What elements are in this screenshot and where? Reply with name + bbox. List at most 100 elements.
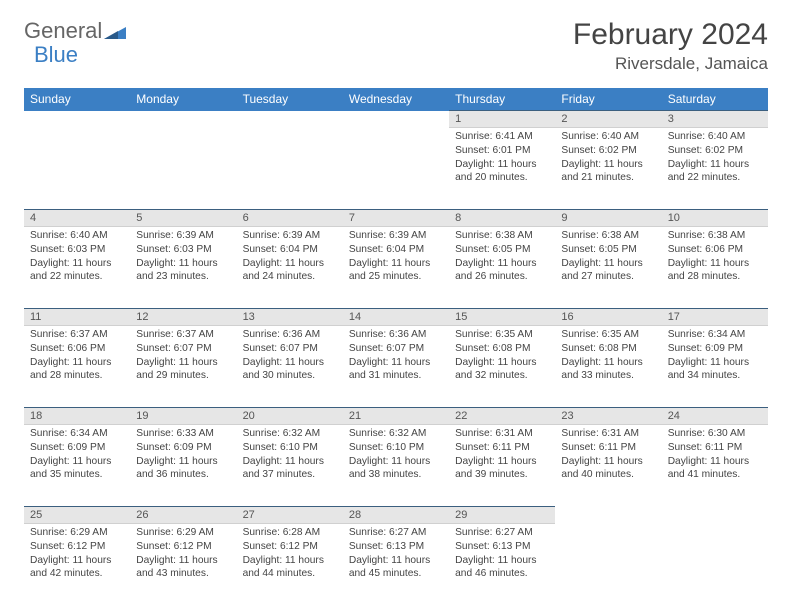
dayname-mon: Monday xyxy=(130,88,236,111)
day-number: 16 xyxy=(555,309,661,326)
daylight-line: Daylight: 11 hours and 20 minutes. xyxy=(455,159,536,184)
day-detail: Sunrise: 6:34 AMSunset: 6:09 PMDaylight:… xyxy=(24,425,130,507)
sunset-line: Sunset: 6:03 PM xyxy=(30,244,105,255)
empty-cell xyxy=(662,507,768,524)
day-number: 22 xyxy=(449,408,555,425)
sunrise-line: Sunrise: 6:34 AM xyxy=(668,329,746,340)
sunset-line: Sunset: 6:04 PM xyxy=(243,244,318,255)
sunset-line: Sunset: 6:09 PM xyxy=(30,442,105,453)
day-number: 29 xyxy=(449,507,555,524)
empty-cell xyxy=(555,507,661,524)
day-number: 27 xyxy=(237,507,343,524)
daylight-line: Daylight: 11 hours and 43 minutes. xyxy=(136,555,217,580)
daynum-row: 18192021222324 xyxy=(24,408,768,425)
day-number: 25 xyxy=(24,507,130,524)
daylight-line: Daylight: 11 hours and 35 minutes. xyxy=(30,456,111,481)
day-detail: Sunrise: 6:39 AMSunset: 6:04 PMDaylight:… xyxy=(343,227,449,309)
sunset-line: Sunset: 6:02 PM xyxy=(561,145,636,156)
sunrise-line: Sunrise: 6:29 AM xyxy=(30,527,108,538)
day-detail: Sunrise: 6:34 AMSunset: 6:09 PMDaylight:… xyxy=(662,326,768,408)
day-number: 17 xyxy=(662,309,768,326)
daynum-row: 2526272829 xyxy=(24,507,768,524)
day-detail: Sunrise: 6:27 AMSunset: 6:13 PMDaylight:… xyxy=(343,524,449,606)
day-detail: Sunrise: 6:39 AMSunset: 6:03 PMDaylight:… xyxy=(130,227,236,309)
empty-cell xyxy=(343,128,449,210)
day-detail: Sunrise: 6:33 AMSunset: 6:09 PMDaylight:… xyxy=(130,425,236,507)
daylight-line: Daylight: 11 hours and 24 minutes. xyxy=(243,258,324,283)
day-number: 6 xyxy=(237,210,343,227)
day-detail: Sunrise: 6:29 AMSunset: 6:12 PMDaylight:… xyxy=(24,524,130,606)
sunrise-line: Sunrise: 6:28 AM xyxy=(243,527,321,538)
title-block: February 2024 Riversdale, Jamaica xyxy=(573,18,768,74)
daynum-row: 45678910 xyxy=(24,210,768,227)
sunset-line: Sunset: 6:04 PM xyxy=(349,244,424,255)
daylight-line: Daylight: 11 hours and 28 minutes. xyxy=(30,357,111,382)
sunrise-line: Sunrise: 6:39 AM xyxy=(136,230,214,241)
sunrise-line: Sunrise: 6:40 AM xyxy=(561,131,639,142)
sunset-line: Sunset: 6:10 PM xyxy=(349,442,424,453)
day-number: 19 xyxy=(130,408,236,425)
sunrise-line: Sunrise: 6:35 AM xyxy=(455,329,533,340)
sunset-line: Sunset: 6:13 PM xyxy=(455,541,530,552)
day-number: 28 xyxy=(343,507,449,524)
sunrise-line: Sunrise: 6:27 AM xyxy=(455,527,533,538)
dayname-sun: Sunday xyxy=(24,88,130,111)
detail-row: Sunrise: 6:29 AM Sunset: 6:12 PM Daylight:… xyxy=(24,524,768,606)
sunrise-line: Sunrise: 6:29 AM xyxy=(136,527,214,538)
sunset-line: Sunset: 6:07 PM xyxy=(349,343,424,354)
sunset-line: Sunset: 6:12 PM xyxy=(243,541,318,552)
daylight-line: Daylight: 11 hours and 37 minutes. xyxy=(243,456,324,481)
sunrise-line: Sunrise: 6:30 AM xyxy=(668,428,746,439)
day-detail: Sunrise: 6:29 AM Sunset: 6:12 PM Daylight:… xyxy=(130,524,236,606)
daylight-line: Daylight: 11 hours and 41 minutes. xyxy=(668,456,749,481)
daylight-line: Daylight: 11 hours and 23 minutes. xyxy=(136,258,217,283)
sunset-line: Sunset: 6:06 PM xyxy=(668,244,743,255)
day-detail: Sunrise: 6:31 AMSunset: 6:11 PMDaylight:… xyxy=(555,425,661,507)
day-detail: Sunrise: 6:27 AM Sunset: 6:13 PM Daylight:… xyxy=(449,524,555,606)
day-number: 14 xyxy=(343,309,449,326)
sunrise-line: Sunrise: 6:36 AM xyxy=(349,329,427,340)
day-detail: Sunrise: 6:36 AMSunset: 6:07 PMDaylight:… xyxy=(237,326,343,408)
day-number: 4 xyxy=(24,210,130,227)
empty-cell xyxy=(24,128,130,210)
sunrise-line: Sunrise: 6:32 AM xyxy=(349,428,427,439)
day-number: 2 xyxy=(555,111,661,128)
dayname-fri: Friday xyxy=(555,88,661,111)
day-detail: Sunrise: 6:28 AM Sunset: 6:12 PM Daylight:… xyxy=(237,524,343,606)
sunrise-line: Sunrise: 6:38 AM xyxy=(561,230,639,241)
header: General February 2024 Riversdale, Jamaic… xyxy=(24,18,768,74)
sunset-line: Sunset: 6:12 PM xyxy=(136,541,211,552)
day-detail: Sunrise: 6:40 AMSunset: 6:02 PMDaylight:… xyxy=(662,128,768,210)
daylight-line: Daylight: 11 hours and 46 minutes. xyxy=(455,555,536,580)
empty-cell xyxy=(343,111,449,128)
daylight-line: Daylight: 11 hours and 44 minutes. xyxy=(243,555,324,580)
detail-row: Sunrise: 6:37 AMSunset: 6:06 PMDaylight:… xyxy=(24,326,768,408)
day-number: 23 xyxy=(555,408,661,425)
logo: General xyxy=(24,18,128,44)
daylight-line: Daylight: 11 hours and 42 minutes. xyxy=(30,555,111,580)
sunset-line: Sunset: 6:01 PM xyxy=(455,145,530,156)
daylight-line: Daylight: 11 hours and 36 minutes. xyxy=(136,456,217,481)
empty-cell xyxy=(130,111,236,128)
sunrise-line: Sunrise: 6:33 AM xyxy=(136,428,214,439)
day-detail: Sunrise: 6:32 AMSunset: 6:10 PMDaylight:… xyxy=(237,425,343,507)
daylight-line: Daylight: 11 hours and 39 minutes. xyxy=(455,456,536,481)
sunset-line: Sunset: 6:08 PM xyxy=(455,343,530,354)
day-detail: Sunrise: 6:36 AMSunset: 6:07 PMDaylight:… xyxy=(343,326,449,408)
sunrise-line: Sunrise: 6:37 AM xyxy=(136,329,214,340)
logo-text-blue: Blue xyxy=(34,42,78,68)
daylight-line: Daylight: 11 hours and 29 minutes. xyxy=(136,357,217,382)
sunrise-line: Sunrise: 6:31 AM xyxy=(455,428,533,439)
daylight-line: Daylight: 11 hours and 27 minutes. xyxy=(561,258,642,283)
daylight-line: Daylight: 11 hours and 34 minutes. xyxy=(668,357,749,382)
sunset-line: Sunset: 6:07 PM xyxy=(243,343,318,354)
day-number: 5 xyxy=(130,210,236,227)
sunrise-line: Sunrise: 6:27 AM xyxy=(349,527,427,538)
month-title: February 2024 xyxy=(573,18,768,52)
day-detail: Sunrise: 6:35 AMSunset: 6:08 PMDaylight:… xyxy=(449,326,555,408)
dayname-thu: Thursday xyxy=(449,88,555,111)
calendar: Sunday Monday Tuesday Wednesday Thursday… xyxy=(24,88,768,606)
day-detail: Sunrise: 6:37 AMSunset: 6:07 PMDaylight:… xyxy=(130,326,236,408)
sunset-line: Sunset: 6:05 PM xyxy=(561,244,636,255)
day-number: 18 xyxy=(24,408,130,425)
